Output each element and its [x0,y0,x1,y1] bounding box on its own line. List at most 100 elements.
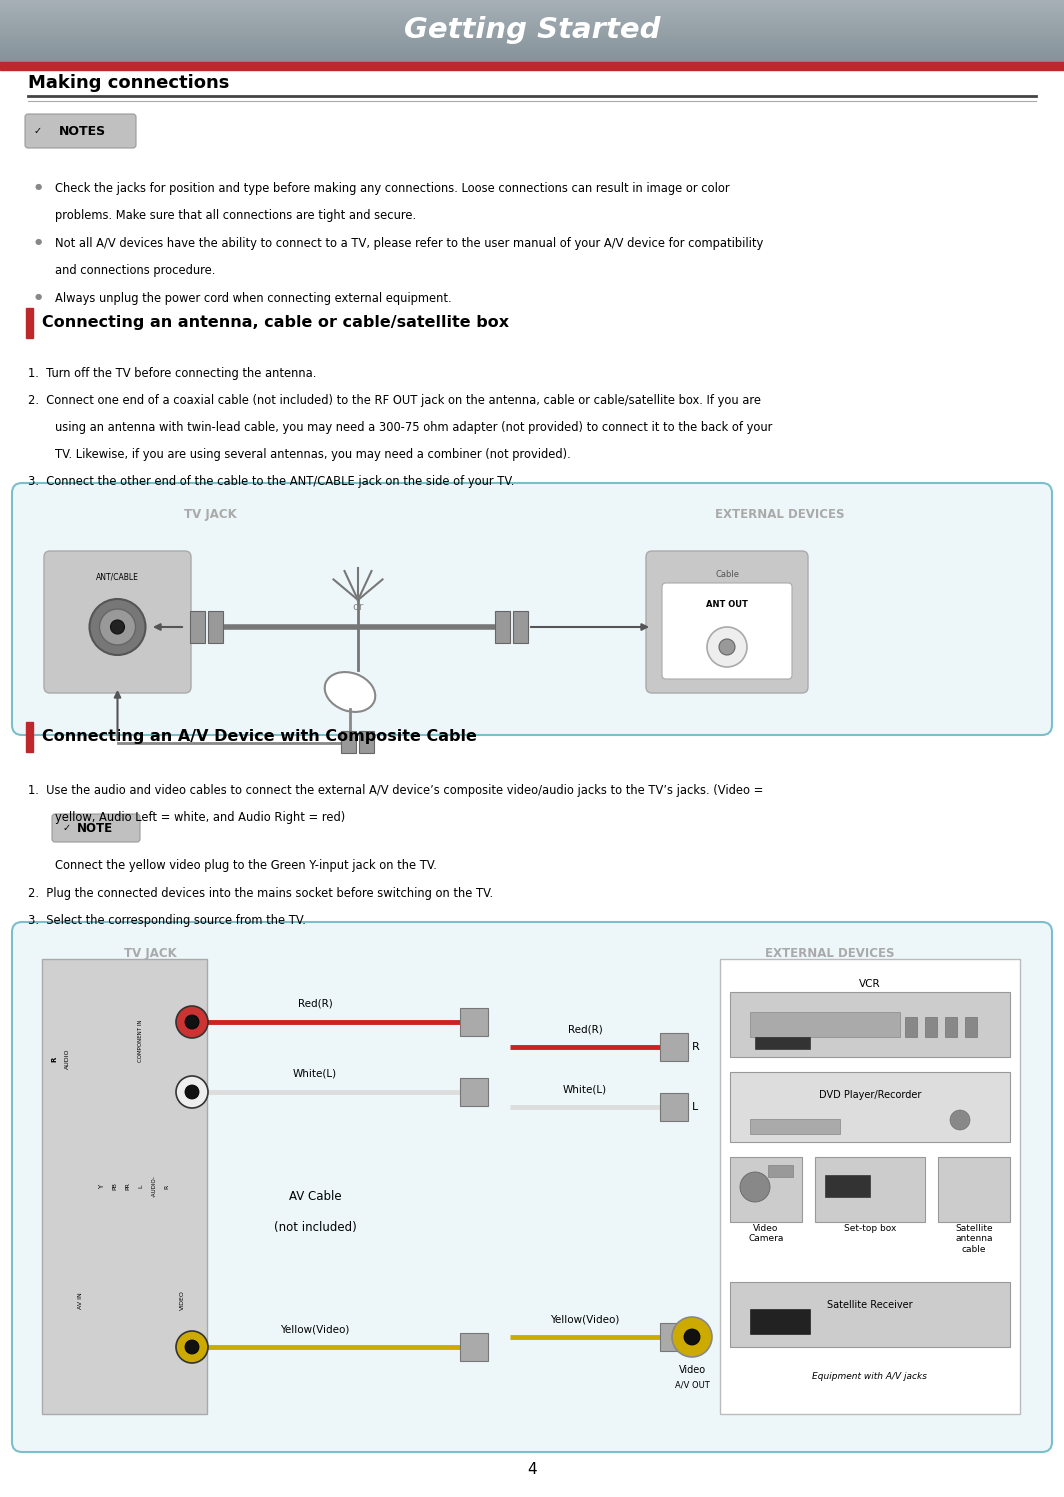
Bar [340,731,356,753]
Bar [495,611,510,644]
Text: Satellite Receiver: Satellite Receiver [827,1299,913,1310]
Bar [0,24,1064,25]
Text: TV. Likewise, if you are using several antennas, you may need a combiner (not pr: TV. Likewise, if you are using several a… [55,448,570,461]
Text: R: R [165,1184,169,1189]
Text: A/V OUT: A/V OUT [675,1380,710,1389]
Bar [0,12,1064,13]
Text: Video: Video [679,1365,705,1376]
Text: Set-top box: Set-top box [844,1225,896,1234]
Circle shape [89,599,146,656]
Bar [730,1072,1010,1142]
Bar [0,45,1064,48]
Bar [815,1157,925,1222]
Circle shape [672,1317,712,1356]
Bar [0,7,1064,9]
Bar [0,18,1064,21]
Bar [825,1175,870,1198]
Text: Making connections: Making connections [28,73,230,91]
Bar [26,308,33,338]
Bar [0,54,1064,55]
FancyBboxPatch shape [44,551,192,693]
Text: Check the jacks for position and type before making any connections. Loose conne: Check the jacks for position and type be… [55,183,730,195]
Bar [0,58,1064,60]
Text: NOTE: NOTE [77,822,113,834]
Text: EXTERNAL DEVICES: EXTERNAL DEVICES [715,507,845,521]
Text: 4: 4 [527,1461,537,1476]
Circle shape [719,639,735,656]
FancyBboxPatch shape [12,922,1052,1452]
Bar [750,1118,839,1135]
Text: NOTES: NOTES [59,124,105,138]
Text: Y: Y [99,1184,105,1189]
Text: yellow, Audio Left = white, and Audio Right = red): yellow, Audio Left = white, and Audio Ri… [55,811,345,823]
Text: Cable: Cable [715,570,739,579]
Bar [460,1332,488,1361]
FancyBboxPatch shape [12,484,1052,735]
Bar [0,45,1064,46]
Bar [730,993,1010,1057]
Text: Red(R): Red(R) [567,1024,602,1034]
Bar [0,60,1064,61]
Text: and connections procedure.: and connections procedure. [55,263,215,277]
Bar [0,1,1064,4]
Bar [0,42,1064,43]
Text: Not all A/V devices have the ability to connect to a TV, please refer to the use: Not all A/V devices have the ability to … [55,237,763,250]
Bar [730,1157,802,1222]
Bar [660,1093,688,1121]
Text: 1.  Turn off the TV before connecting the antenna.: 1. Turn off the TV before connecting the… [28,367,316,380]
Circle shape [176,1006,207,1037]
Bar [945,1016,957,1037]
Bar [0,6,1064,9]
Text: EXTERNAL DEVICES: EXTERNAL DEVICES [765,948,895,960]
Text: problems. Make sure that all connections are tight and secure.: problems. Make sure that all connections… [55,210,416,222]
Text: White(L): White(L) [293,1069,337,1079]
Bar [0,42,1064,45]
Text: PB: PB [113,1183,117,1190]
Bar [0,52,1064,55]
Bar [0,55,1064,57]
Ellipse shape [325,672,376,713]
Text: (not included): (not included) [273,1220,356,1234]
Circle shape [176,1331,207,1362]
Bar [0,15,1064,18]
Circle shape [684,1329,700,1344]
Text: AUDIO: AUDIO [65,1049,69,1069]
Circle shape [185,1340,199,1353]
Bar [965,1016,977,1037]
Text: L: L [692,1102,698,1112]
Bar [0,30,1064,31]
Bar [0,37,1064,39]
Bar [0,39,1064,40]
Text: R: R [692,1042,700,1052]
Text: R: R [51,1057,57,1061]
Bar [41,960,207,1415]
Bar [0,25,1064,28]
Bar [190,611,205,644]
Bar [0,52,1064,54]
Bar [925,1016,937,1037]
Bar [720,960,1020,1415]
Bar [768,1165,793,1177]
Bar [0,27,1064,28]
Bar [513,611,528,644]
Text: ✓: ✓ [34,126,43,136]
Bar [0,58,1064,61]
Text: Connect the yellow video plug to the Green Y-input jack on the TV.: Connect the yellow video plug to the Gre… [55,859,437,871]
Bar [0,13,1064,15]
Text: Yellow(Video): Yellow(Video) [550,1314,619,1323]
Bar [0,55,1064,58]
Text: VIDEO: VIDEO [180,1290,184,1310]
Text: COMPONENT IN: COMPONENT IN [138,1019,144,1063]
Text: 3.  Select the corresponding source from the TV.: 3. Select the corresponding source from … [28,915,305,927]
Bar [0,28,1064,30]
Bar [0,33,1064,34]
Bar [0,1,1064,3]
Bar [26,722,33,751]
Text: ANT OUT: ANT OUT [706,600,748,609]
Circle shape [176,1076,207,1108]
Bar [0,43,1064,45]
Text: ✓: ✓ [63,823,71,832]
Text: 2.  Plug the connected devices into the mains socket before switching on the TV.: 2. Plug the connected devices into the m… [28,888,493,900]
Bar [0,9,1064,12]
Bar [0,3,1064,4]
